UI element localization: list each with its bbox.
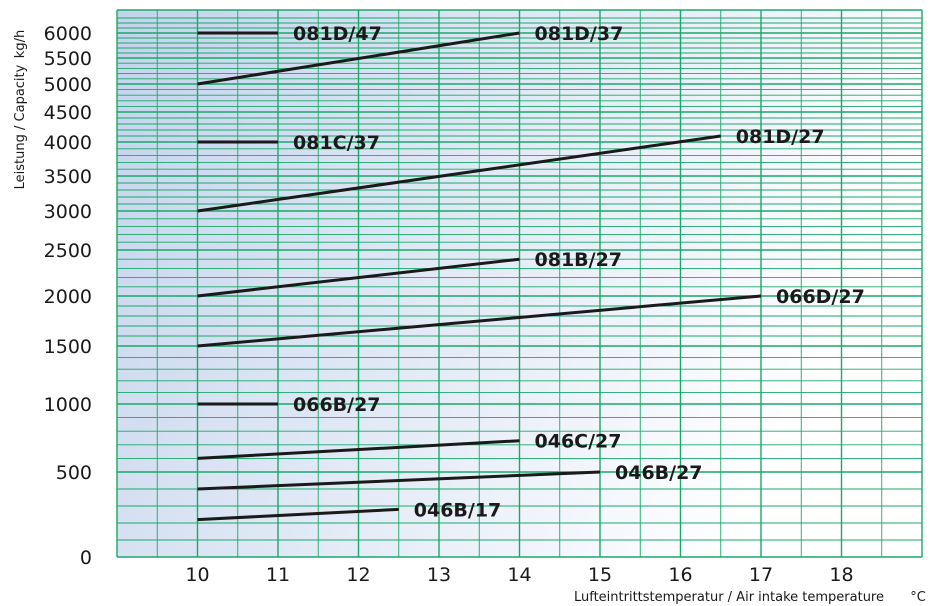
series-line [197,31,520,86]
series-labels: 081D/47 081D/37 081C/37 081D/27 081B/27 066D/… [293,23,865,521]
y-tick-label: 3000 [44,201,92,223]
y-tick-label: 0 [80,547,92,569]
series-label: 066B/27 [293,394,381,416]
series-line [197,470,601,491]
y-tick-label: 3500 [44,166,92,188]
y-tick-label: 500 [56,462,92,484]
series-label: 046C/27 [535,431,622,453]
y-tick-label: 2500 [44,240,92,262]
x-tick-label: 13 [427,564,451,586]
series-label: 081B/27 [535,249,623,271]
y-tick-label: 1500 [44,336,92,358]
x-tick-label: 17 [749,564,773,586]
series-label: 081C/37 [293,132,380,154]
x-axis-unit: °C [910,590,926,605]
x-tick-label: 18 [829,564,853,586]
series-line [197,439,520,460]
series-line [197,257,520,298]
y-tick-label: 5000 [44,74,92,96]
x-tick-label: 12 [346,564,370,586]
series-label: 066D/27 [776,286,865,308]
y-axis-title: Leistung / Capacity [13,64,28,189]
y-tick-label: 2000 [44,286,92,308]
y-axis-unit: kg/h [13,30,28,58]
y-tick-labels: 0 500 1000 1500 2000 2500 3000 3500 4000 4500 5000… [44,23,92,569]
y-tick-label: 1000 [44,394,92,416]
x-tick-label: 11 [266,564,290,586]
y-tick-label: 4000 [44,132,92,154]
series-label: 081D/37 [535,23,624,45]
x-tick-labels: 10 11 12 13 14 15 16 17 18 [185,564,853,586]
series-label: 081D/47 [293,23,382,45]
major-grid [116,9,923,558]
x-tick-label: 15 [588,564,612,586]
x-axis-title: Lufteintrittstemperatur / Air intake tem… [574,590,884,605]
series-label: 081D/27 [736,126,825,148]
series-lines [197,31,762,522]
series-line [197,134,721,213]
series-label: 046B/27 [615,462,703,484]
y-tick-label: 6000 [44,23,92,45]
series-label: 046B/17 [414,499,502,521]
y-tick-label: 5500 [44,48,92,70]
series-line [197,507,399,522]
x-tick-label: 14 [507,564,531,586]
x-tick-label: 16 [668,564,692,586]
series-line [197,294,762,348]
y-tick-label: 4500 [44,102,92,124]
x-tick-label: 10 [185,564,209,586]
